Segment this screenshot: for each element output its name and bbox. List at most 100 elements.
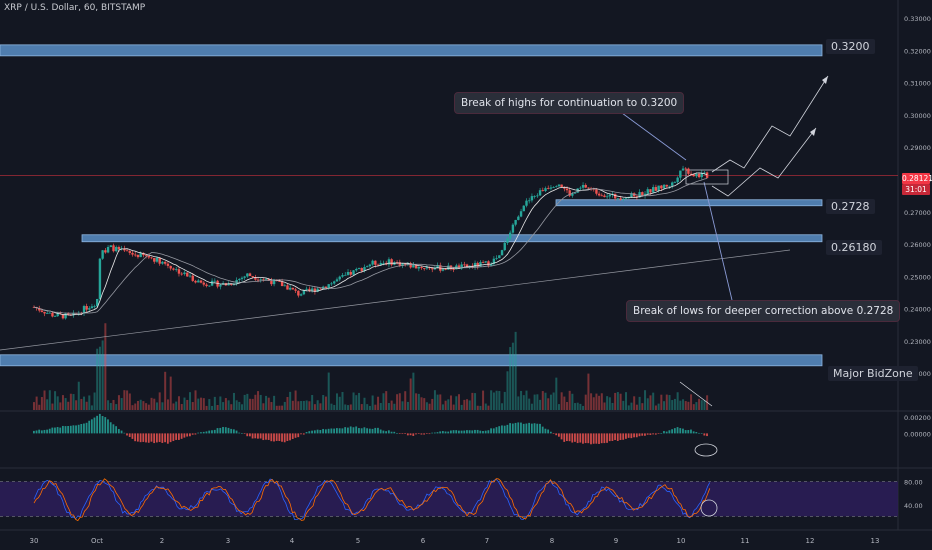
candle-body	[544, 188, 547, 192]
volume-bar	[126, 390, 129, 410]
osc-bar	[126, 433, 128, 436]
osc-bar	[471, 430, 474, 434]
osc-bar	[663, 431, 665, 434]
osc-bar	[347, 427, 349, 434]
volume-bar	[205, 405, 208, 410]
candle-body	[208, 285, 211, 287]
x-tick-label: 6	[421, 537, 426, 545]
volume-bar	[180, 404, 183, 410]
candle-body	[194, 280, 197, 283]
volume-bar	[687, 401, 690, 410]
osc-bar	[155, 433, 158, 443]
candle-body	[183, 272, 186, 275]
osc-bar	[308, 431, 311, 434]
volume-bar	[700, 400, 703, 410]
osc-bar	[449, 430, 452, 434]
candle-body	[327, 284, 330, 289]
volume-bar	[265, 395, 268, 410]
candle-body	[412, 264, 415, 268]
volume-bar	[584, 394, 587, 410]
candle-body	[106, 246, 110, 253]
candle-body	[568, 190, 571, 196]
candle-body	[431, 268, 434, 270]
osc-bar	[649, 433, 652, 435]
candle-body	[684, 168, 687, 170]
osc-bar	[700, 433, 703, 434]
candle-body	[600, 195, 603, 197]
candle-body	[457, 265, 461, 269]
osc-bar	[492, 428, 495, 434]
volume-bar	[452, 404, 455, 410]
volume-bar	[191, 402, 194, 410]
candle-body	[175, 269, 178, 271]
volume-bar	[616, 392, 619, 410]
osc-tick-label: 0.00000	[904, 430, 931, 438]
volume-bar	[227, 400, 230, 410]
volume-bar	[267, 397, 270, 410]
osc-bar	[360, 428, 363, 434]
candle-body	[158, 257, 161, 264]
candle-body	[117, 247, 121, 250]
candle-body	[310, 288, 314, 291]
volume-bar	[690, 394, 693, 410]
candle-body	[404, 263, 407, 265]
level-label-0.26180: 0.26180	[826, 240, 882, 255]
candle-body	[425, 267, 429, 269]
candle-body	[72, 312, 75, 316]
candle-body	[651, 187, 655, 193]
volume-bar	[189, 392, 192, 410]
candle-body	[374, 260, 377, 265]
candle-body	[525, 200, 528, 206]
volume-bar	[67, 401, 70, 410]
volume-bar	[514, 331, 517, 410]
volume-bar	[608, 397, 611, 410]
osc-bar	[205, 431, 208, 434]
volume-bar	[222, 402, 225, 410]
candle-body	[131, 252, 134, 255]
candle-body	[417, 266, 421, 269]
candle-body	[463, 264, 466, 266]
volume-bar	[224, 398, 227, 410]
osc-bar	[259, 433, 262, 439]
osc-bar	[33, 430, 35, 434]
volume-bar	[506, 371, 509, 410]
candle-body	[93, 306, 96, 308]
osc-bar	[606, 433, 608, 443]
rsi-k-line	[33, 478, 711, 521]
volume-bar	[316, 400, 319, 410]
osc-bar	[300, 433, 302, 435]
candle-body	[142, 252, 145, 256]
volume-bar	[509, 347, 512, 410]
candle-body	[61, 314, 65, 319]
candle-body	[522, 205, 525, 212]
candle-body	[357, 268, 361, 269]
volume-bar	[517, 396, 520, 410]
osc-bar	[128, 433, 131, 437]
y-tick-label: 0.26000	[904, 241, 931, 249]
osc-bar	[104, 417, 107, 434]
x-tick-label: 11	[741, 537, 750, 545]
zone-band	[81, 234, 823, 243]
candle-body	[67, 313, 70, 315]
candle-body	[643, 193, 647, 196]
volume-bar	[311, 395, 314, 410]
volume-bar	[692, 404, 695, 410]
osc-bar	[235, 430, 238, 434]
candle-body	[278, 281, 281, 282]
candle-body	[695, 173, 698, 177]
volume-bar	[69, 393, 72, 410]
candle-body	[98, 258, 102, 300]
volume-bar	[382, 393, 385, 410]
osc-bar	[698, 432, 700, 434]
rising-trendline	[0, 249, 791, 351]
volume-bar	[495, 390, 498, 410]
candle-body	[530, 196, 534, 201]
x-tick-label: Oct	[91, 537, 103, 545]
osc-bar	[498, 426, 501, 434]
volume-bar	[679, 400, 682, 410]
candle-body	[387, 259, 391, 265]
volume-bar	[385, 391, 388, 410]
osc-bar	[541, 426, 544, 434]
volume-bar	[476, 405, 479, 410]
volume-bar	[230, 404, 233, 410]
